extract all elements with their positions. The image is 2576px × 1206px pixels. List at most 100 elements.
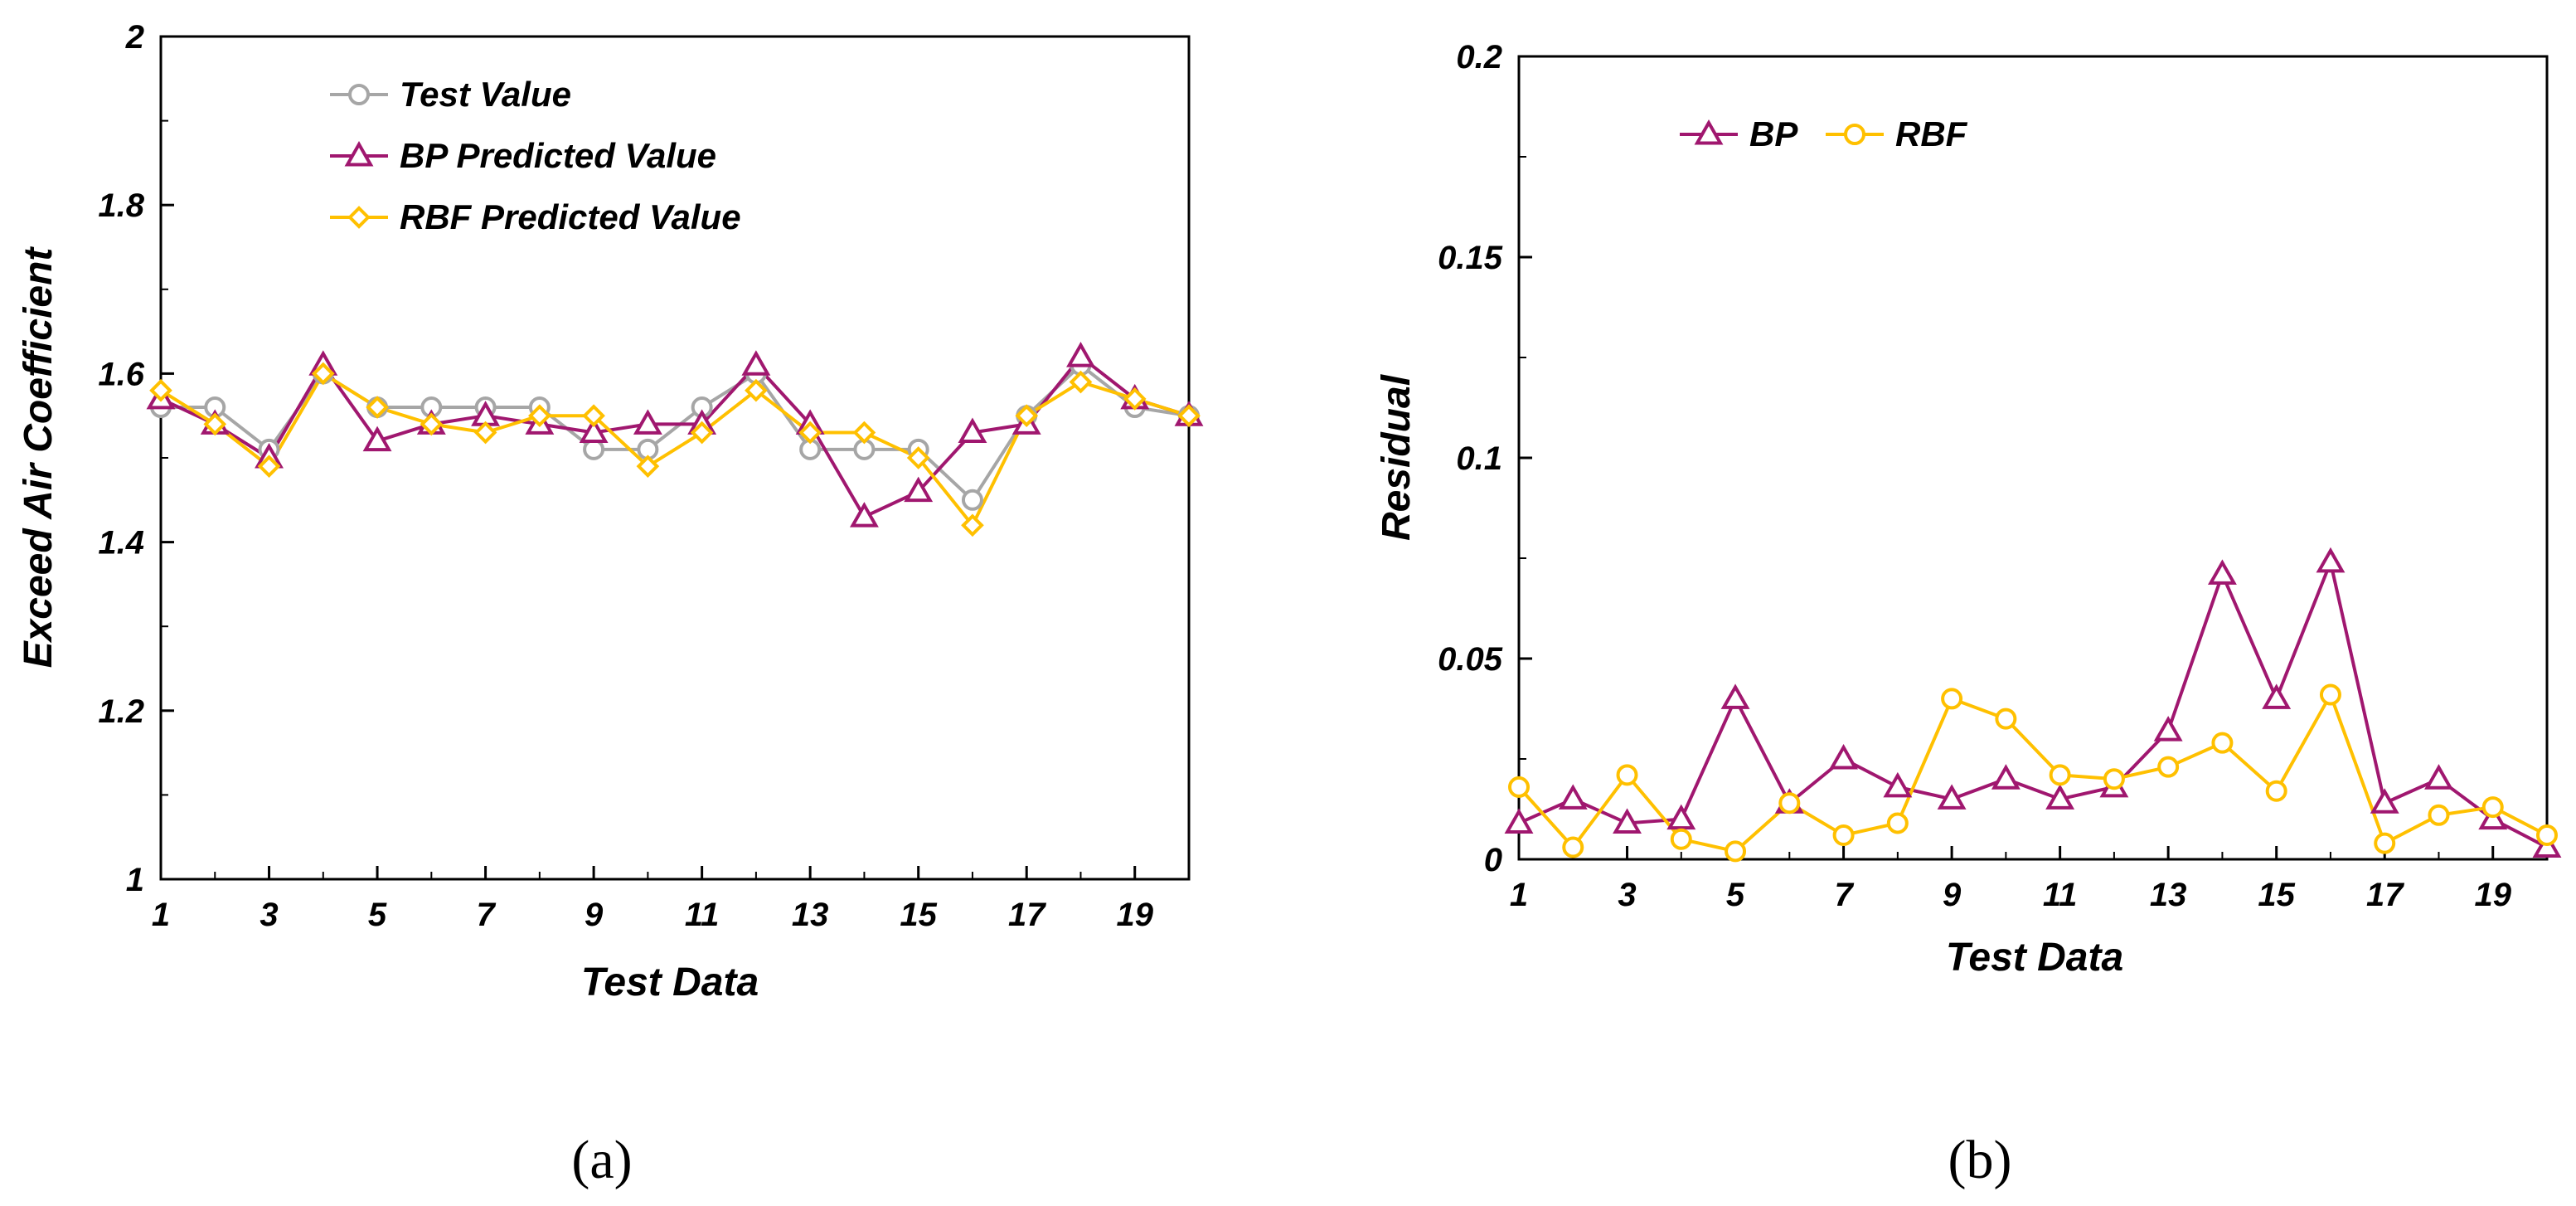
x-tick-label: 3 xyxy=(260,897,278,933)
x-tick-label: 1 xyxy=(1510,877,1528,913)
series-line-1 xyxy=(160,355,1190,519)
data-point-s0-1 xyxy=(1504,808,1534,834)
data-point-s0-16 xyxy=(961,489,983,511)
data-point-s2-2 xyxy=(203,412,227,436)
data-point-s1-8 xyxy=(1886,812,1909,834)
data-point-s0-11 xyxy=(2045,784,2075,810)
x-tick-label: 19 xyxy=(1116,897,1153,933)
y-axis-title-a: Exceed Air Coefficient xyxy=(17,246,61,669)
legend-marker xyxy=(347,206,371,229)
data-point-s1-16 xyxy=(958,417,987,444)
data-point-s1-13 xyxy=(2157,756,2180,778)
x-tick-label: 11 xyxy=(685,897,720,933)
data-point-s2-18 xyxy=(1069,370,1093,394)
legend-marker xyxy=(348,84,370,105)
data-point-s0-17 xyxy=(2370,788,2399,814)
y-tick-label: 2 xyxy=(125,19,144,56)
data-point-s1-14 xyxy=(2211,732,2234,754)
data-point-s1-3 xyxy=(1616,764,1638,786)
data-point-s1-18 xyxy=(1066,342,1095,367)
data-point-s1-12 xyxy=(741,350,771,376)
data-point-s1-11 xyxy=(2049,764,2071,786)
panel-label-a: (a) xyxy=(571,1130,632,1190)
y-tick-label: 1.6 xyxy=(98,356,144,392)
data-point-s1-1 xyxy=(1508,776,1530,798)
x-tick-label: 17 xyxy=(1008,897,1046,933)
data-point-s0-10 xyxy=(1991,764,2021,790)
x-tick-label: 5 xyxy=(1726,877,1745,913)
x-tick-label: 7 xyxy=(476,897,496,933)
x-tick-label: 19 xyxy=(2474,877,2511,913)
data-point-s2-16 xyxy=(961,513,984,537)
data-point-s2-4 xyxy=(311,362,335,386)
legend-label: RBF Predicted Value xyxy=(400,197,741,236)
panel-label-b: (b) xyxy=(1948,1130,2012,1190)
data-point-s0-5 xyxy=(1720,683,1750,709)
chart-b: 00.050.10.150.21 3 5 7 9 11 13 15 17 19 BP RBF Tes… xyxy=(1375,39,2562,1190)
legend-label: RBF xyxy=(1895,114,1968,153)
data-point-s0-14 xyxy=(2207,559,2237,585)
data-point-s2-8 xyxy=(528,404,551,428)
x-tick-label: 15 xyxy=(2258,877,2295,913)
x-tick-label: 11 xyxy=(2043,877,2078,913)
y-tick-label: 1.8 xyxy=(98,187,144,224)
data-point-s1-2 xyxy=(1562,836,1584,858)
data-point-s2-20 xyxy=(1177,404,1201,428)
data-point-s2-10 xyxy=(636,455,660,478)
data-point-s0-8 xyxy=(1883,771,1913,798)
x-tick-label: 9 xyxy=(1943,877,1962,913)
data-point-s0-9 xyxy=(583,438,605,460)
y-tick-label: 1.4 xyxy=(98,525,144,562)
data-point-s2-17 xyxy=(1015,404,1039,428)
data-point-s0-13 xyxy=(2153,716,2183,742)
legend-a: Test Value BP Predicted Value RBF Predicte… xyxy=(330,75,741,236)
data-point-s0-3 xyxy=(1613,808,1642,834)
data-point-s2-1 xyxy=(149,378,172,402)
data-point-s1-9 xyxy=(1941,688,1963,710)
data-point-s2-6 xyxy=(420,412,444,436)
data-point-s1-7 xyxy=(1832,824,1855,846)
x-tick-label: 3 xyxy=(1618,877,1636,913)
y-tick-label: 1.2 xyxy=(98,693,144,730)
x-axis-title-b: Test Data xyxy=(1946,936,2123,980)
y-tick-label: 0.1 xyxy=(1456,440,1502,477)
data-point-s1-4 xyxy=(1670,828,1692,850)
data-point-s0-18 xyxy=(2424,764,2453,790)
plot-area-b xyxy=(1517,55,2549,861)
data-point-s0-16 xyxy=(2316,547,2346,573)
legend-marker xyxy=(1694,119,1724,145)
data-point-s2-5 xyxy=(366,396,389,419)
data-point-s2-9 xyxy=(582,404,605,428)
data-point-s0-15 xyxy=(2262,683,2292,709)
data-point-s1-9 xyxy=(579,417,609,444)
data-point-s1-6 xyxy=(1778,792,1801,815)
x-tick-label: 13 xyxy=(792,897,829,933)
y-tick-label: 1 xyxy=(126,862,144,898)
y-tick-label: 0 xyxy=(1484,842,1502,878)
data-point-s1-19 xyxy=(2481,796,2504,819)
legend-label: BP xyxy=(1749,114,1798,153)
legend-label: Test Value xyxy=(400,75,571,114)
data-point-s1-10 xyxy=(1995,708,2017,730)
data-point-s2-14 xyxy=(852,421,876,445)
series-line-2 xyxy=(159,372,1190,528)
data-point-s0-9 xyxy=(1937,784,1967,810)
data-point-s1-14 xyxy=(849,502,879,528)
y-tick-label: 0.05 xyxy=(1438,641,1503,678)
x-tick-label: 13 xyxy=(2150,877,2187,913)
data-point-s1-16 xyxy=(2319,683,2341,706)
x-tick-label: 15 xyxy=(900,897,937,933)
data-point-s0-4 xyxy=(1666,804,1696,830)
x-tick-label: 9 xyxy=(585,897,604,933)
x-axis-title-a: Test Data xyxy=(581,960,759,1004)
data-point-s1-15 xyxy=(2265,780,2287,802)
data-point-s2-13 xyxy=(798,421,822,445)
legend-label: BP Predicted Value xyxy=(400,136,716,175)
y-axis-title-b: Residual xyxy=(1375,373,1419,541)
series-line-0 xyxy=(1518,560,2548,849)
data-point-s1-17 xyxy=(2374,832,2396,854)
y-tick-label: 0.2 xyxy=(1456,39,1502,75)
data-point-s1-5 xyxy=(1725,840,1747,863)
x-tick-label: 5 xyxy=(368,897,387,933)
